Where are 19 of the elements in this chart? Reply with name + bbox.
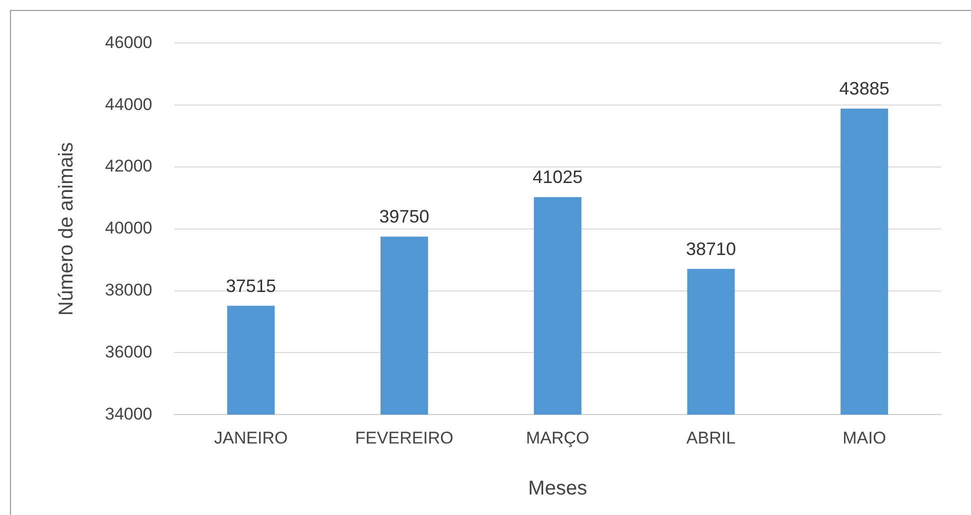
x-axis-title: Meses [528,478,588,500]
y-axis-title: Número de animais [56,142,78,316]
data-label: 39750 [379,206,430,227]
data-label: 41025 [532,167,583,188]
x-tick-label: ABRIL [686,428,736,448]
y-tick-label: 44000 [104,94,152,114]
y-tick-label: 40000 [104,218,152,238]
x-tick-label: FEVEREIRO [355,428,454,448]
x-tick-label: MAIO [842,428,886,448]
x-tick-label: JANEIRO [214,428,288,448]
y-tick-label: 36000 [104,342,152,362]
y-tick-label: 34000 [104,404,152,424]
x-tick-label: MARÇO [526,428,590,448]
y-tick-label: 42000 [104,156,152,176]
data-label: 43885 [839,78,890,99]
data-label: 37515 [226,276,276,296]
y-tick-label: 38000 [104,280,152,300]
y-tick-label: 46000 [104,32,152,52]
data-label: 38710 [686,238,736,259]
